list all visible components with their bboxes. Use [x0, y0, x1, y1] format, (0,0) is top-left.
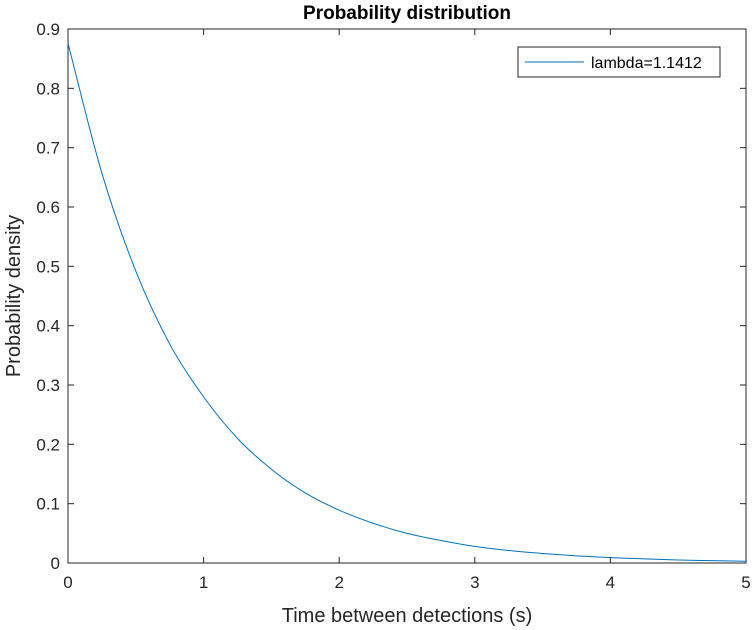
- x-tick-label: 2: [334, 573, 343, 592]
- y-tick-label: 0: [51, 554, 60, 573]
- x-tick-label: 4: [606, 573, 615, 592]
- y-tick-label: 0.2: [36, 435, 60, 454]
- y-tick-label: 0.6: [36, 198, 60, 217]
- axes-box: [67, 28, 747, 564]
- x-axis-label: Time between detections (s): [282, 605, 532, 627]
- x-tick-label: 3: [470, 573, 479, 592]
- y-tick-label: 0.3: [36, 376, 60, 395]
- x-tick-label: 0: [63, 573, 72, 592]
- chart-title: Probability distribution: [303, 3, 511, 24]
- y-tick-label: 0.4: [36, 317, 60, 336]
- plot-area: 0 1 2 3 4 5 0 0.1 0.2 0.3 0.4 0.5 0.6 0.7 0.8 0.9 lambda…: [36, 20, 750, 592]
- legend-label: lambda=1.1412: [591, 55, 702, 72]
- series-line-0: [67, 43, 747, 562]
- y-tick-label: 0.1: [36, 495, 60, 514]
- x-tick-label: 5: [741, 573, 750, 592]
- y-tick-label: 0.9: [36, 20, 60, 39]
- y-tick-label: 0.5: [36, 257, 60, 276]
- x-tick-label: 1: [199, 573, 208, 592]
- y-axis-label: Probability density: [3, 215, 25, 377]
- y-tick-label: 0.8: [36, 79, 60, 98]
- y-tick-label: 0.7: [36, 139, 60, 158]
